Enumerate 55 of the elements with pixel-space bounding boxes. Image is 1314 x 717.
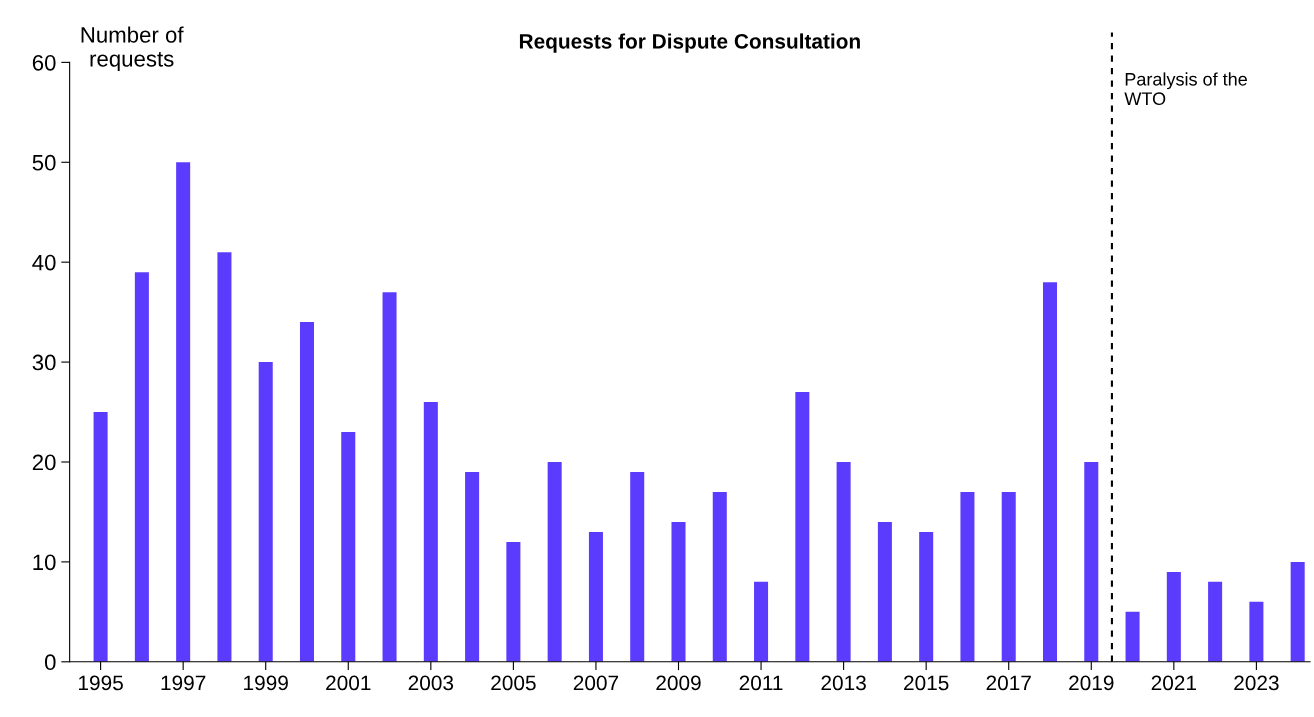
chart-title: Requests for Dispute Consultation (519, 33, 860, 53)
bar (671, 521, 686, 662)
bar (960, 491, 975, 662)
bar (1001, 491, 1016, 662)
y-tick-label: 40 (32, 254, 56, 271)
bar (258, 362, 273, 662)
bar (506, 541, 521, 662)
bar (382, 292, 397, 662)
bar (93, 412, 108, 662)
x-tick-label: 2007 (573, 675, 619, 691)
x-tick-label: 2013 (821, 675, 866, 691)
y-tick-label: 60 (32, 54, 56, 71)
bar (134, 272, 149, 662)
bar (630, 471, 645, 662)
y-tick-label: 10 (33, 554, 56, 571)
ref-line-label: Paralysis of the WTO (1124, 72, 1247, 106)
bar (217, 252, 232, 662)
x-tick-label: 2023 (1234, 675, 1279, 691)
bar (1166, 571, 1181, 662)
bar (1208, 581, 1223, 662)
bar (1125, 611, 1140, 662)
y-tick-label: 50 (32, 154, 56, 171)
x-tick-label: 1999 (244, 675, 288, 691)
x-tick-label: 2021 (1151, 675, 1196, 691)
bar (712, 491, 727, 662)
x-tick-label: 2001 (326, 675, 371, 691)
x-tick-label: 2017 (986, 675, 1031, 691)
x-tick-label: 1997 (161, 675, 206, 691)
bar (465, 471, 480, 662)
y-axis-title: Number of requests (81, 26, 184, 72)
bar (299, 322, 315, 662)
x-tick-label: 2009 (656, 675, 701, 691)
x-tick-label: 2015 (904, 675, 949, 691)
bar (588, 531, 603, 662)
bar (795, 392, 810, 662)
x-tick-label: 2011 (739, 675, 783, 691)
bar (423, 402, 438, 662)
bar (341, 432, 356, 662)
bar (1084, 461, 1099, 662)
x-tick-label: 1995 (79, 675, 123, 691)
bar (176, 162, 191, 662)
y-tick-label: 20 (32, 454, 56, 471)
bar (1290, 561, 1305, 662)
x-tick-label: 2003 (408, 675, 454, 691)
y-tick-label: 0 (44, 654, 56, 671)
y-tick-label: 30 (32, 354, 56, 371)
bar (877, 521, 892, 662)
x-tick-label: 2019 (1069, 675, 1114, 691)
bar (1042, 282, 1058, 662)
bar (1249, 601, 1264, 662)
x-tick-label: 2005 (491, 675, 536, 691)
bar (919, 531, 934, 662)
bar (836, 461, 851, 662)
bar (547, 461, 562, 662)
bar (754, 581, 769, 662)
